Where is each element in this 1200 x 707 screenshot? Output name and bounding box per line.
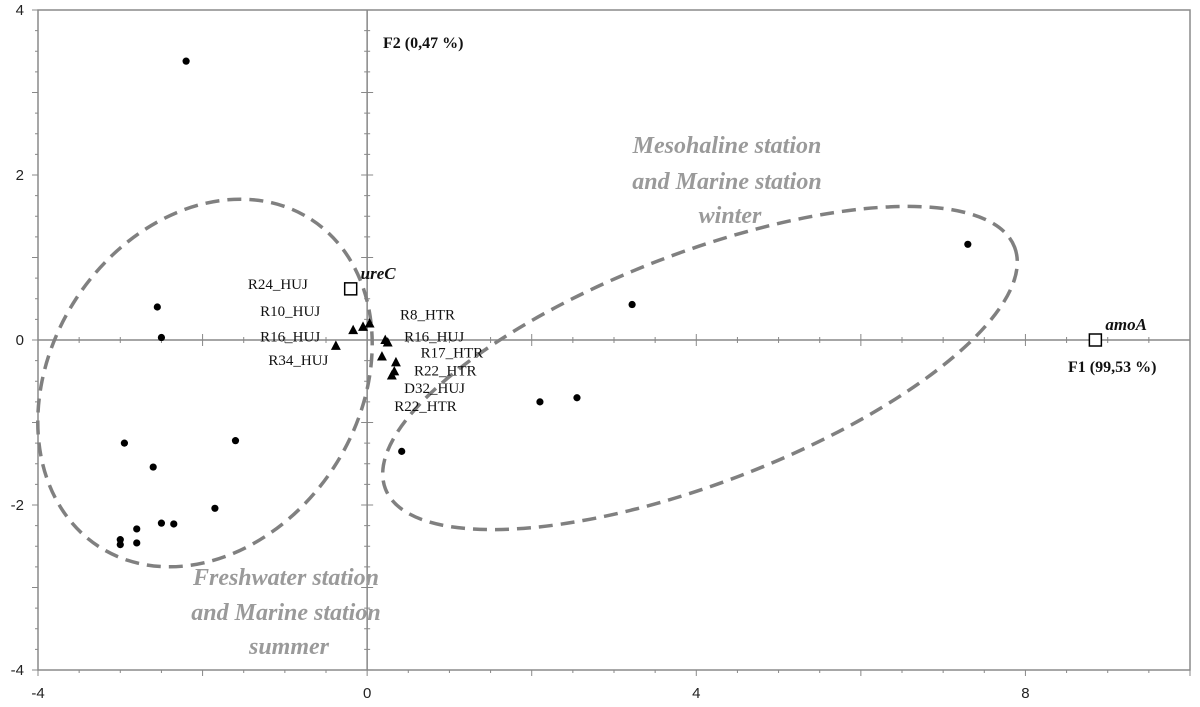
data-point-circle: [133, 539, 141, 547]
data-point-circle: [116, 536, 124, 544]
y-tick-label: 0: [16, 332, 24, 349]
point-label: R16_HUJ: [260, 330, 320, 346]
data-point-circle: [536, 398, 544, 406]
data-point-triangle: [358, 321, 368, 331]
data-point-circle: [182, 57, 190, 65]
x-axis-title: F1 (99,53 %): [1068, 359, 1156, 376]
data-point-circle: [157, 519, 166, 527]
point-label: R10_HUJ: [260, 304, 320, 320]
data-point-circle: [211, 504, 219, 512]
data-point-circle: [231, 437, 240, 445]
axis-minor-ticks: [32, 9, 1191, 676]
variable-label: ureC: [361, 264, 397, 283]
data-point-triangle: [390, 356, 401, 367]
x-tick-label: 0: [363, 685, 371, 702]
x-tick-label: 4: [692, 685, 700, 702]
data-point-triangle: [330, 340, 341, 350]
point-label: R34_HUJ: [268, 353, 328, 369]
point-label: R16_HUJ: [404, 330, 464, 346]
data-point-circle: [153, 303, 161, 311]
data-point-circle: [398, 447, 406, 455]
data-point-circle: [170, 520, 178, 528]
data-point-triangle: [382, 337, 393, 347]
y-tick-label: -4: [11, 662, 24, 679]
data-point-circle: [116, 541, 124, 549]
y-tick-label: 4: [16, 2, 24, 19]
variable-marker: [1088, 333, 1103, 347]
data-point-triangle: [348, 324, 359, 335]
data-point-triangle: [364, 318, 375, 328]
data-point-circle: [964, 240, 972, 248]
data-point-circle: [628, 300, 636, 309]
data-points: [116, 57, 972, 549]
y-tick-label: 2: [16, 167, 24, 184]
data-point-triangle: [386, 370, 397, 380]
group-ellipse-mesohaline-winter: [380, 204, 1020, 532]
data-point-circle: [573, 394, 581, 402]
y-tick-label: -2: [11, 497, 24, 514]
group-ellipse-freshwater-summer: [36, 197, 374, 569]
point-label: R17_HTR: [421, 345, 484, 361]
point-label: R22_HTR: [394, 399, 457, 415]
group-label-freshwater: Freshwater station and Marine station su…: [191, 565, 386, 660]
data-point-circle: [120, 439, 128, 447]
variable-marker: [343, 282, 358, 296]
point-labels: R24_HUJ R10_HUJ R16_HUJ R34_HUJ R8_HTR R16_HU…: [248, 277, 483, 415]
data-point-triangle: [377, 351, 387, 361]
point-label: D32_HUJ: [404, 381, 465, 397]
y-axis-title: F2 (0,47 %): [383, 35, 463, 52]
variable-markers: ureC amoA: [343, 264, 1147, 347]
group-label-mesohaline: Mesohaline station and Marine station wi…: [632, 133, 828, 229]
point-label: R22_HTR: [414, 364, 477, 380]
data-point-circle: [157, 333, 166, 342]
point-label: R24_HUJ: [248, 277, 308, 293]
x-tick-label: -4: [31, 685, 44, 702]
point-label: R8_HTR: [400, 307, 455, 323]
data-point-circle: [149, 463, 157, 471]
variable-label: amoA: [1105, 315, 1147, 334]
data-point-circle: [133, 525, 141, 533]
x-tick-label: 8: [1021, 685, 1029, 702]
